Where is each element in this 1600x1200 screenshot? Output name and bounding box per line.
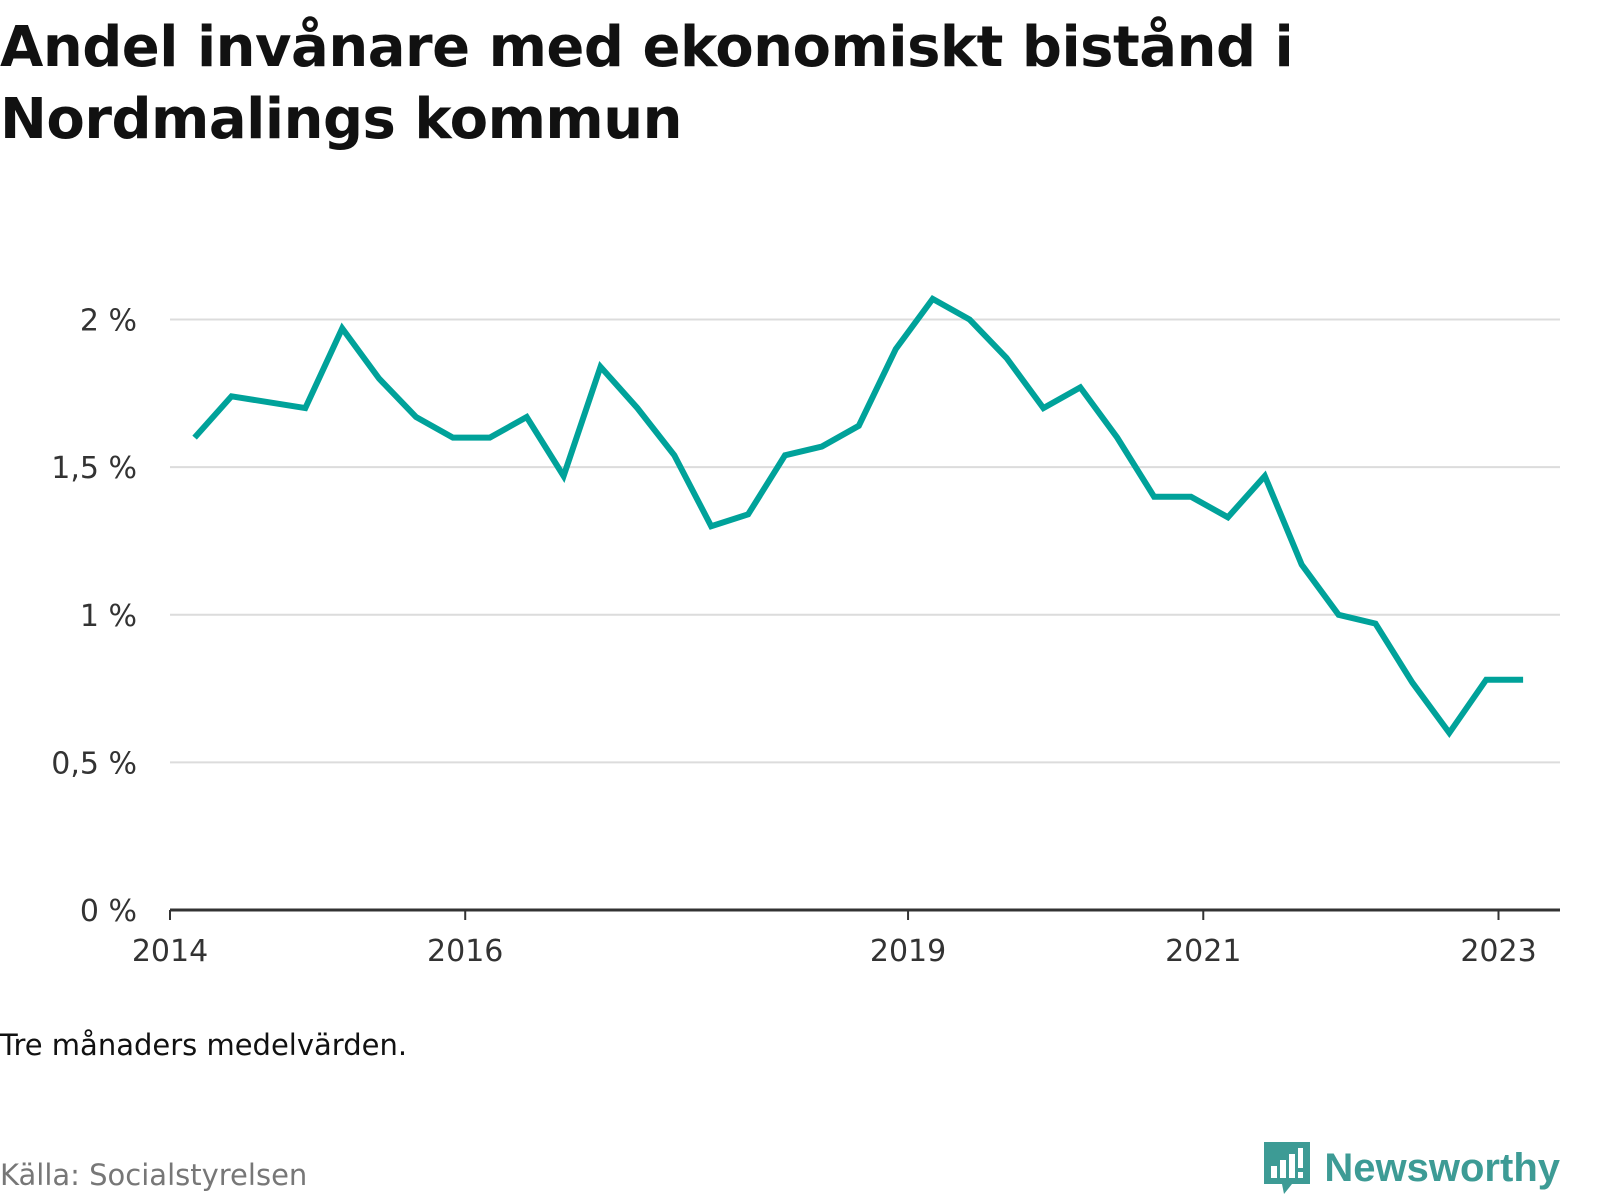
x-tick-label: 2019 [870,934,946,969]
y-tick-label: 2 % [80,304,137,339]
series-layer [192,294,1524,739]
x-axis: 2014 2016 2019 2021 2023 [132,908,1560,969]
x-tick-label: 2023 [1460,934,1536,969]
y-tick-label: 1 % [80,599,137,634]
chart-note: Tre månaders medelvärden. [0,1028,408,1062]
source-credit: Källa: Socialstyrelsen [0,1158,308,1192]
x-tick-label: 2021 [1165,934,1241,969]
bar-chart-speech-bubble-icon [1264,1142,1311,1194]
y-tick-label: 0,5 % [51,746,137,781]
y-tick-label: 1,5 % [51,451,137,486]
brand-name: Newsworthy [1324,1145,1560,1190]
x-tick-label: 2016 [427,934,503,969]
series-line [192,294,1524,739]
x-tick-label: 2014 [132,934,208,969]
brand-logo: Newsworthy [1262,1138,1560,1198]
line-chart: 0 % 0,5 % 1 % 1,5 % 2 % 2014 2016 2019 2021 2023 [51,294,1560,969]
y-axis: 0 % 0,5 % 1 % 1,5 % 2 % [51,304,137,929]
y-tick-label: 0 % [80,894,137,929]
chart-title: Andel invånare med ekonomiskt bistånd i … [0,15,1294,152]
grid-lines [170,318,1560,764]
